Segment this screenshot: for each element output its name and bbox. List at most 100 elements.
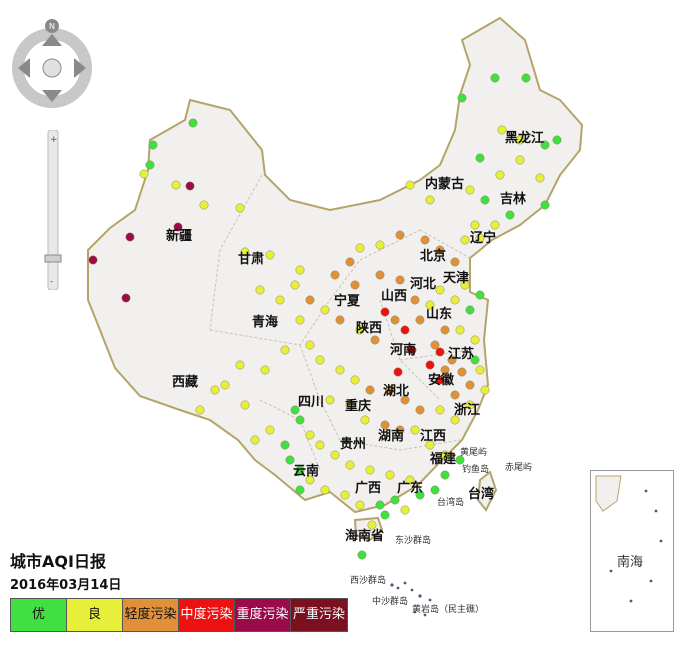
aqi-station-dot[interactable] — [295, 485, 305, 495]
aqi-station-dot[interactable] — [490, 73, 500, 83]
aqi-station-dot[interactable] — [330, 270, 340, 280]
aqi-station-dot[interactable] — [450, 257, 460, 267]
zoom-in-icon[interactable]: + — [50, 135, 58, 145]
aqi-station-dot[interactable] — [435, 245, 445, 255]
aqi-station-dot[interactable] — [410, 425, 420, 435]
aqi-station-dot[interactable] — [470, 355, 480, 365]
aqi-station-dot[interactable] — [430, 340, 440, 350]
aqi-station-dot[interactable] — [121, 293, 131, 303]
aqi-station-dot[interactable] — [305, 295, 315, 305]
aqi-station-dot[interactable] — [375, 500, 385, 510]
aqi-station-dot[interactable] — [295, 465, 305, 475]
aqi-station-dot[interactable] — [345, 257, 355, 267]
aqi-station-dot[interactable] — [475, 290, 485, 300]
aqi-station-dot[interactable] — [295, 315, 305, 325]
aqi-station-dot[interactable] — [390, 315, 400, 325]
aqi-station-dot[interactable] — [265, 425, 275, 435]
aqi-station-dot[interactable] — [435, 375, 445, 385]
aqi-station-dot[interactable] — [385, 385, 395, 395]
aqi-station-dot[interactable] — [375, 270, 385, 280]
aqi-station-dot[interactable] — [188, 118, 198, 128]
aqi-station-dot[interactable] — [455, 325, 465, 335]
aqi-station-dot[interactable] — [490, 220, 500, 230]
aqi-station-dot[interactable] — [540, 200, 550, 210]
aqi-station-dot[interactable] — [425, 195, 435, 205]
aqi-station-dot[interactable] — [350, 375, 360, 385]
aqi-station-dot[interactable] — [315, 355, 325, 365]
aqi-station-dot[interactable] — [370, 335, 380, 345]
aqi-station-dot[interactable] — [521, 73, 531, 83]
aqi-station-dot[interactable] — [405, 180, 415, 190]
aqi-station-dot[interactable] — [255, 285, 265, 295]
aqi-station-dot[interactable] — [393, 367, 403, 377]
aqi-station-dot[interactable] — [305, 475, 315, 485]
aqi-station-dot[interactable] — [325, 395, 335, 405]
aqi-station-dot[interactable] — [315, 440, 325, 450]
pan-right-icon[interactable] — [74, 58, 86, 78]
aqi-station-dot[interactable] — [145, 160, 155, 170]
aqi-station-dot[interactable] — [480, 195, 490, 205]
pan-up-icon[interactable] — [42, 34, 62, 46]
aqi-station-dot[interactable] — [125, 232, 135, 242]
aqi-station-dot[interactable] — [425, 360, 435, 370]
aqi-station-dot[interactable] — [552, 135, 562, 145]
aqi-station-dot[interactable] — [360, 415, 370, 425]
aqi-station-dot[interactable] — [365, 385, 375, 395]
aqi-station-dot[interactable] — [450, 415, 460, 425]
aqi-station-dot[interactable] — [400, 505, 410, 515]
aqi-station-dot[interactable] — [88, 255, 98, 265]
aqi-station-dot[interactable] — [515, 155, 525, 165]
aqi-station-dot[interactable] — [425, 300, 435, 310]
aqi-station-dot[interactable] — [470, 335, 480, 345]
aqi-station-dot[interactable] — [450, 295, 460, 305]
aqi-station-dot[interactable] — [148, 140, 158, 150]
aqi-station-dot[interactable] — [390, 495, 400, 505]
aqi-station-dot[interactable] — [465, 185, 475, 195]
aqi-station-dot[interactable] — [355, 243, 365, 253]
aqi-station-dot[interactable] — [430, 485, 440, 495]
pan-control[interactable]: N — [12, 18, 92, 113]
aqi-station-dot[interactable] — [235, 203, 245, 213]
aqi-station-dot[interactable] — [465, 380, 475, 390]
aqi-station-dot[interactable] — [320, 305, 330, 315]
aqi-station-dot[interactable] — [475, 233, 485, 243]
aqi-station-dot[interactable] — [240, 247, 250, 257]
pan-left-icon[interactable] — [18, 58, 30, 78]
aqi-station-dot[interactable] — [335, 315, 345, 325]
zoom-slider[interactable]: + - — [44, 129, 62, 291]
aqi-station-dot[interactable] — [340, 490, 350, 500]
aqi-station-dot[interactable] — [295, 265, 305, 275]
aqi-station-dot[interactable] — [447, 355, 457, 365]
aqi-station-dot[interactable] — [465, 305, 475, 315]
aqi-station-dot[interactable] — [475, 153, 485, 163]
aqi-station-dot[interactable] — [410, 295, 420, 305]
aqi-station-dot[interactable] — [415, 315, 425, 325]
aqi-station-dot[interactable] — [535, 173, 545, 183]
aqi-station-dots[interactable] — [88, 73, 562, 560]
aqi-station-dot[interactable] — [497, 125, 507, 135]
aqi-station-dot[interactable] — [465, 400, 475, 410]
aqi-station-dot[interactable] — [450, 390, 460, 400]
aqi-station-dot[interactable] — [495, 170, 505, 180]
aqi-station-dot[interactable] — [240, 400, 250, 410]
aqi-station-dot[interactable] — [280, 440, 290, 450]
aqi-station-dot[interactable] — [265, 250, 275, 260]
aqi-station-dot[interactable] — [435, 405, 445, 415]
aqi-station-dot[interactable] — [199, 200, 209, 210]
aqi-station-dot[interactable] — [395, 275, 405, 285]
aqi-station-dot[interactable] — [280, 345, 290, 355]
aqi-station-dot[interactable] — [355, 500, 365, 510]
aqi-station-dot[interactable] — [460, 235, 470, 245]
aqi-station-dot[interactable] — [420, 235, 430, 245]
zoom-handle[interactable] — [44, 254, 62, 263]
aqi-station-dot[interactable] — [171, 180, 181, 190]
aqi-station-dot[interactable] — [220, 380, 230, 390]
aqi-station-dot[interactable] — [380, 510, 390, 520]
aqi-station-dot[interactable] — [305, 430, 315, 440]
aqi-station-dot[interactable] — [357, 550, 367, 560]
aqi-station-dot[interactable] — [345, 400, 355, 410]
aqi-station-dot[interactable] — [470, 220, 480, 230]
aqi-station-dot[interactable] — [380, 420, 390, 430]
aqi-station-dot[interactable] — [320, 485, 330, 495]
aqi-station-dot[interactable] — [400, 325, 410, 335]
